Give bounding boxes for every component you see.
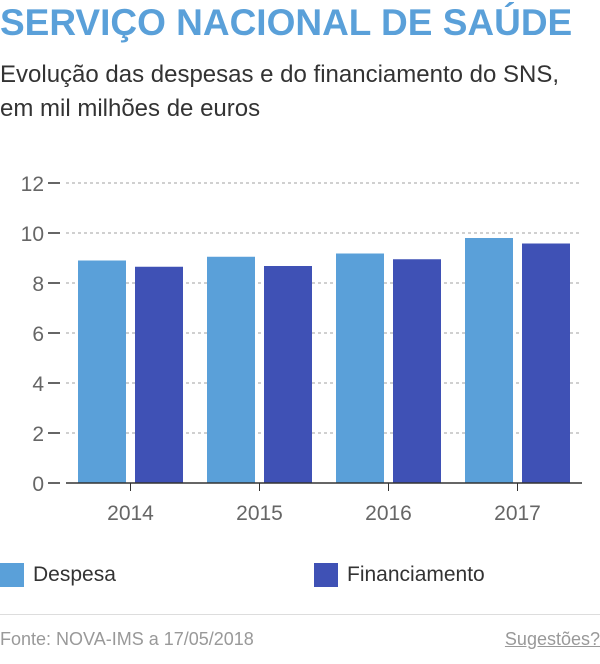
y-tick-label: 6	[32, 323, 44, 346]
y-tick-label: 12	[21, 173, 44, 196]
bar	[78, 260, 126, 483]
chart-subtitle: Evolução das despesas e do financiamento…	[0, 61, 560, 122]
bar	[264, 266, 312, 483]
bar	[522, 243, 570, 483]
y-tick-label: 2	[32, 423, 44, 446]
bar	[207, 256, 255, 483]
y-tick-label: 8	[32, 273, 44, 296]
legend-label-despesa: Despesa	[33, 563, 116, 586]
bar	[393, 259, 441, 483]
source-note: Fonte: NOVA-IMS a 17/05/2018	[0, 629, 254, 649]
x-tick-label: 2014	[107, 502, 154, 525]
bar	[135, 266, 183, 483]
legend-swatch-financiamento	[314, 563, 338, 587]
suggestions-link[interactable]: Sugestões?	[504, 629, 600, 649]
bar-chart: 0 2 4 6 8 10 12 2014 2015 2016 2017	[21, 173, 582, 525]
y-tick-label: 10	[21, 223, 44, 246]
x-tick-label: 2016	[365, 502, 412, 525]
y-tick-label: 4	[32, 373, 44, 396]
legend-item-despesa: Despesa	[0, 561, 116, 589]
bar	[465, 238, 513, 483]
x-tick-label: 2015	[236, 502, 283, 525]
bar	[336, 253, 384, 483]
footer-divider	[0, 614, 600, 615]
x-tick-label: 2017	[494, 502, 541, 525]
legend-label-financiamento: Financiamento	[347, 563, 485, 586]
legend-swatch-despesa	[0, 563, 24, 587]
y-tick-label: 0	[32, 473, 44, 496]
legend-item-financiamento: Financiamento	[314, 561, 485, 589]
chart-title: SERVIÇO NACIONAL DE SAÚDE	[0, 2, 573, 43]
